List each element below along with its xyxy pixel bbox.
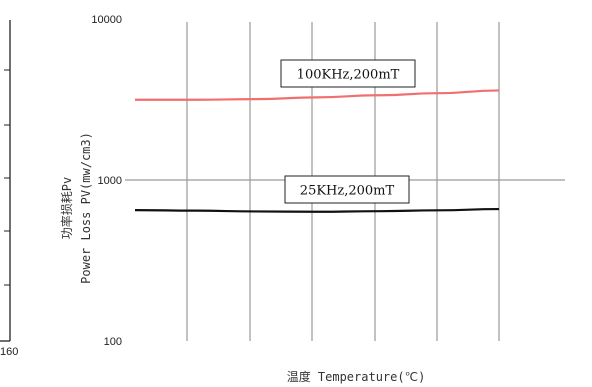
x-axis-label: 温度 Temperature(℃): [287, 369, 426, 384]
left-partial-chart: 160: [0, 20, 18, 358]
series-label-box: 100KHz,200mT: [280, 59, 416, 88]
left-chart-x-tick-label: 160: [0, 346, 18, 358]
series-line: [134, 207, 500, 213]
series-label-text: 25KHz,200mT: [300, 184, 395, 199]
y-axis-label-chinese: 功率损耗Pv: [59, 177, 74, 239]
series-line: [134, 89, 500, 101]
series-label-frame: [284, 175, 410, 204]
series-label-frame: [280, 59, 416, 88]
y-tick-label: 100: [104, 336, 122, 348]
series-label-box: 25KHz,200mT: [284, 175, 410, 204]
y-tick-label: 10000: [91, 14, 122, 26]
y-tick-label: 1000: [98, 175, 122, 187]
series-label-text: 100KHz,200mT: [297, 68, 400, 83]
y-axis-label-english: Power Loss PV(mw/cm3): [79, 132, 93, 284]
main-chart: 10000 1000 100 100KHz,200mT 25KHz,200mT 功率损…: [59, 14, 565, 384]
